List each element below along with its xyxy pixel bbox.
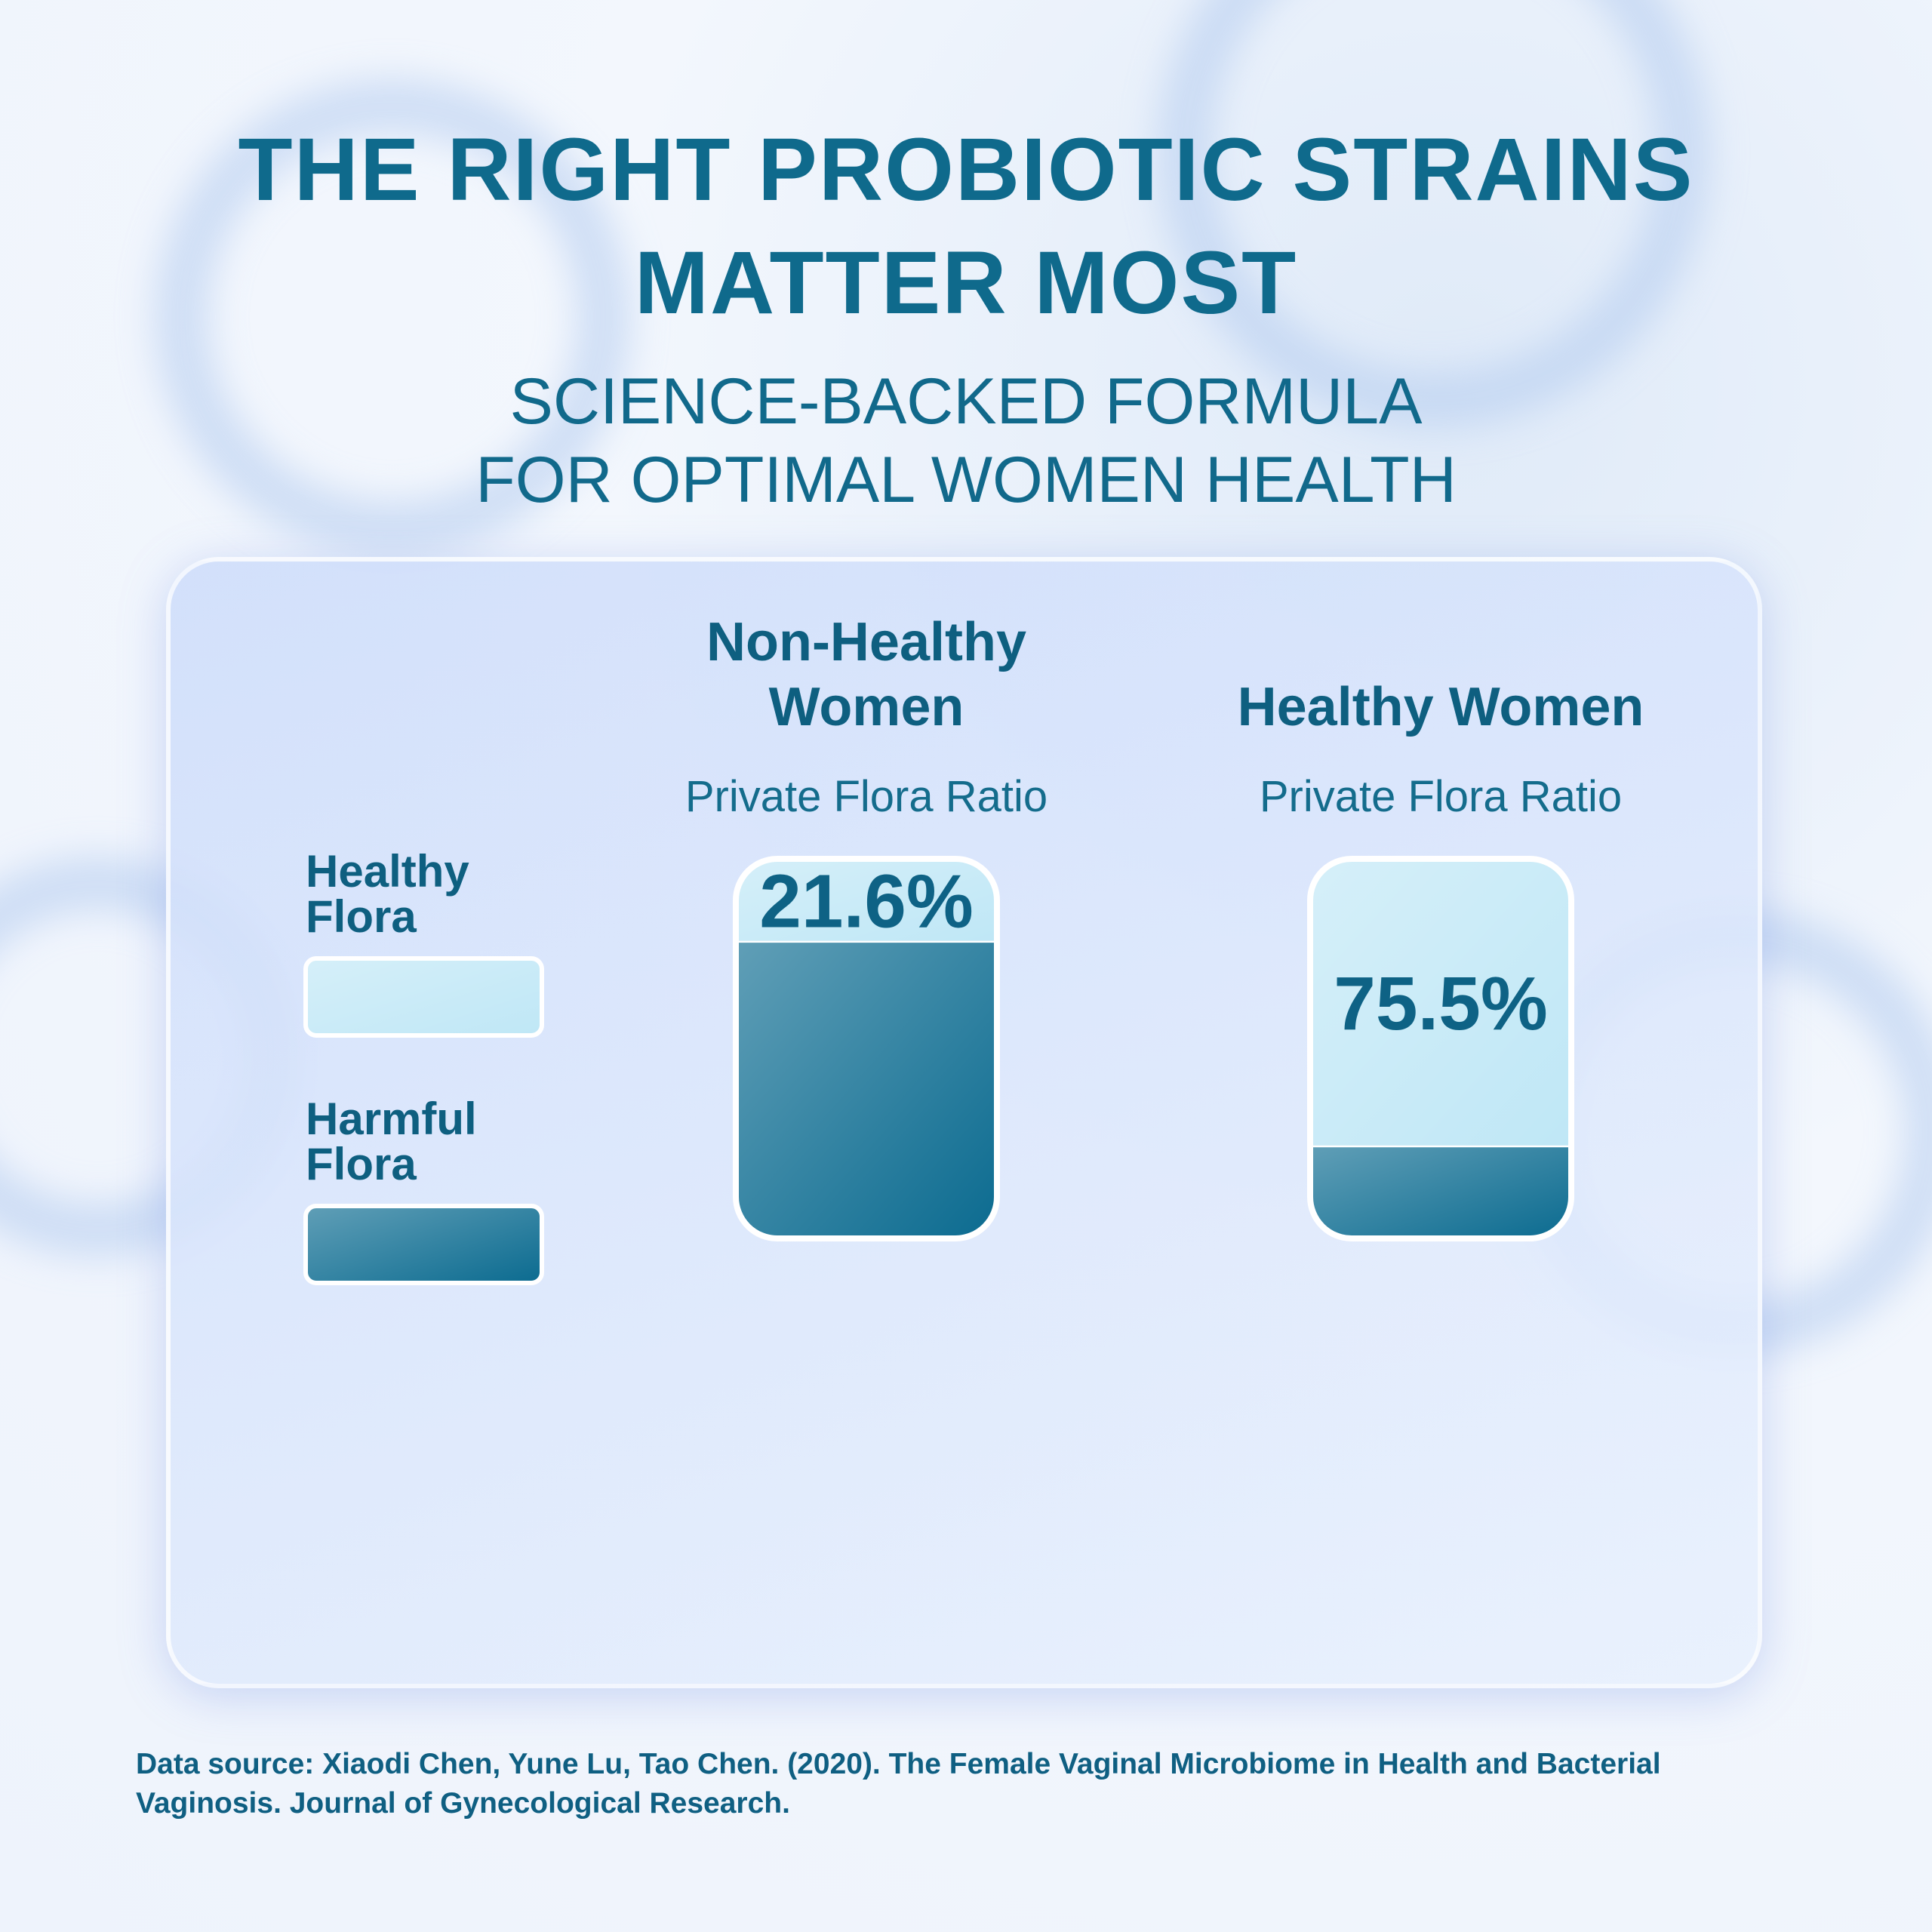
stacked-bar (736, 859, 997, 1238)
category-label: Healthy Women (1237, 677, 1644, 737)
stacked-bar (1310, 859, 1571, 1238)
segment-shine (736, 859, 997, 941)
category-label: Non-Healthy Women (706, 612, 1027, 737)
source-note: Data source: Xiaodi Chen, Yune Lu, Tao C… (136, 1748, 1661, 1820)
legend-shine (306, 958, 542, 1035)
subtitle: SCIENCE-BACKED FORMULA FOR OPTIMAL WOMEN… (475, 365, 1457, 516)
value-label: 21.6% (759, 859, 974, 943)
segment-shine (1310, 1145, 1571, 1238)
category-subtitle: Private Flora Ratio (685, 772, 1048, 821)
bar-outline (733, 856, 1000, 1241)
title: THE RIGHT PROBIOTIC STRAINS MATTER MOST (238, 120, 1694, 333)
bar-outline (1307, 856, 1574, 1241)
legend-shine (306, 1206, 542, 1283)
value-label: 75.5% (1334, 961, 1548, 1046)
segment-shine (1310, 859, 1571, 1146)
legend-label: Healthy Flora (306, 846, 469, 942)
category-subtitle: Private Flora Ratio (1259, 772, 1623, 821)
segment-shine (736, 940, 997, 1238)
legend-label: Harmful Flora (306, 1094, 477, 1189)
